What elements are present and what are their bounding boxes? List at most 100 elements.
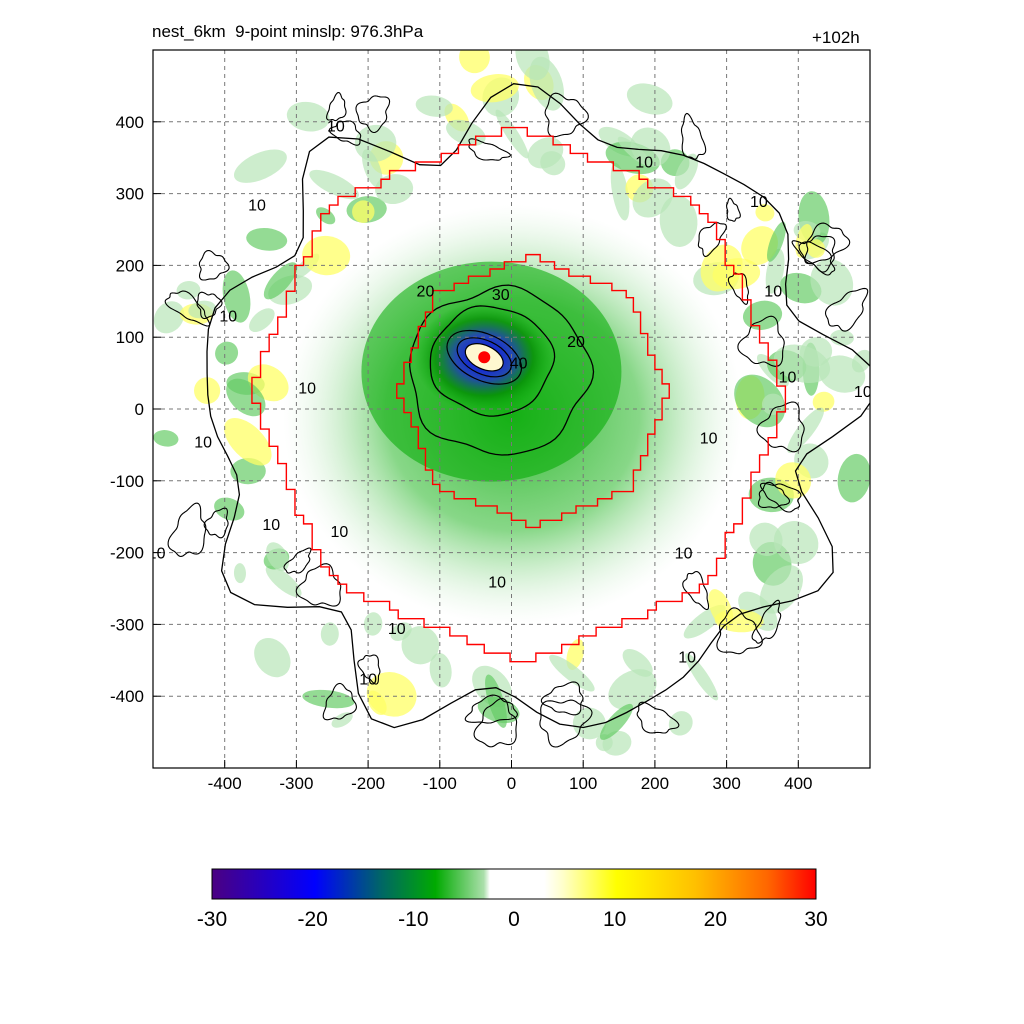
- contour-10-small: [824, 287, 869, 332]
- contour-label: 40: [510, 355, 528, 372]
- negative-anomaly-patch: [286, 101, 330, 132]
- negative-anomaly-patch: [626, 83, 673, 115]
- contour-10-small: [540, 681, 584, 716]
- colorbar-gradient: [211, 868, 817, 900]
- contour-10-small: [757, 481, 791, 509]
- negative-anomaly-patch: [659, 195, 698, 247]
- core-contour: [456, 337, 512, 378]
- contour-label: 10: [488, 574, 506, 591]
- x-axis: -400 -300 -200 -100 0 100 200 300 400: [208, 760, 812, 793]
- negative-anomaly-patch: [176, 281, 201, 300]
- contour-label: 10: [219, 309, 237, 326]
- negative-anomaly-patch: [246, 227, 288, 251]
- negative-anomaly-patch: [674, 153, 699, 190]
- negative-anomaly-patch: [515, 50, 550, 81]
- contour-10-small: [468, 138, 511, 161]
- contour-labels: 10 10 10 10 10 10 10 10 10 10 10 10 10 10 10 10 10 10 10 20…: [148, 118, 870, 688]
- contour-10-small: [804, 222, 851, 265]
- negative-anomaly-patch: [233, 149, 287, 183]
- contour-10-small: [196, 291, 223, 320]
- colorbar-ticks: -30 -20 -10 0 10 20 30: [197, 908, 828, 931]
- negative-anomaly-patch: [738, 591, 778, 631]
- negative-anomaly-patch: [316, 207, 336, 225]
- positive-anomaly-patch: [812, 391, 835, 412]
- contour-label: 10: [359, 671, 377, 688]
- contour-10-small: [716, 607, 763, 655]
- negative-anomaly-patch: [610, 162, 630, 221]
- negative-anomaly-patch: [477, 696, 520, 724]
- contour-10-small: [751, 599, 782, 644]
- storm-center-marker: [478, 351, 491, 364]
- y-axis: 400 300 200 100 0 -100 -200 -300 -400: [110, 113, 161, 706]
- contour-10-small: [737, 315, 785, 367]
- negative-anomaly-patch: [375, 174, 414, 205]
- contour-label: 10: [700, 431, 718, 448]
- negative-anomaly-patch: [254, 637, 291, 678]
- negative-anomaly-patch: [265, 565, 302, 598]
- colorbar: -30 -20 -10 0 10 20 30: [197, 868, 828, 931]
- contour-label: 10: [248, 197, 266, 214]
- contour-label: 10: [148, 546, 166, 563]
- colorbar-tick-label: -30: [197, 908, 227, 931]
- negative-anomaly-patch: [818, 355, 866, 393]
- contour-label: 10: [298, 380, 316, 397]
- contour-label: 10: [327, 118, 345, 135]
- negative-anomaly-patch: [773, 344, 831, 384]
- negative-anomaly-patch: [263, 262, 298, 300]
- x-tick-label: 300: [712, 774, 740, 793]
- positive-anomaly-patch: [700, 244, 743, 292]
- colorbar-tick-label: 20: [704, 908, 727, 931]
- contour-10-small: [198, 250, 230, 281]
- contour-lines: [164, 83, 870, 748]
- y-tick-label: -400: [110, 687, 144, 706]
- x-tick-label: 200: [641, 774, 669, 793]
- negative-anomaly-patch: [233, 563, 246, 584]
- negative-anomaly-patch: [226, 378, 266, 417]
- negative-anomaly-patch: [302, 689, 355, 709]
- positive-anomaly-patch: [366, 672, 417, 717]
- contour-10-small: [697, 222, 727, 257]
- negative-anomaly-patch: [495, 109, 529, 159]
- contour-10-small: [759, 482, 802, 513]
- outer-nest-boundary: [251, 126, 787, 663]
- negative-anomaly-patch: [215, 341, 239, 365]
- contour-10-small: [203, 507, 229, 539]
- positive-anomaly-patch: [459, 50, 490, 74]
- contour-10-small: [283, 547, 312, 574]
- contour-label: 10: [388, 621, 406, 638]
- y-tick-label: 200: [116, 256, 144, 275]
- negative-anomaly-patch: [749, 522, 783, 556]
- contour-10-small: [164, 290, 211, 327]
- negative-anomaly-patch: [331, 712, 353, 728]
- negative-anomaly-patch: [761, 393, 784, 415]
- shading-layer: [153, 50, 870, 756]
- contour-10-small: [680, 112, 707, 160]
- contour-10-small: [727, 272, 749, 305]
- contour-10-small: [328, 120, 362, 146]
- x-tick-label: 100: [569, 774, 597, 793]
- contour-30: [429, 305, 556, 417]
- negative-anomaly-patch: [266, 542, 289, 572]
- core-contour: [446, 329, 523, 385]
- negative-anomaly-patch: [222, 270, 251, 323]
- negative-anomaly-patch: [810, 259, 854, 306]
- contour-label: 10: [779, 370, 797, 387]
- negative-anomaly-patch: [354, 124, 397, 162]
- contour-10-small: [791, 240, 836, 276]
- storm-center-layer: [478, 351, 491, 364]
- contour-10-small: [357, 654, 381, 685]
- nest-domain-outline: [251, 126, 787, 663]
- x-tick-label: -400: [208, 774, 242, 793]
- y-tick-label: 100: [116, 328, 144, 347]
- negative-anomaly-patch: [767, 221, 786, 262]
- positive-anomaly-patch: [566, 638, 585, 670]
- negative-anomaly-patch: [759, 565, 803, 614]
- y-tick-label: -100: [110, 472, 144, 491]
- negative-anomaly-patch: [540, 151, 566, 176]
- positive-anomaly-patch: [470, 74, 519, 103]
- positive-anomaly-patch: [352, 200, 375, 223]
- negative-anomaly-patch: [742, 300, 783, 330]
- negative-anomaly-patch: [773, 521, 819, 565]
- positive-anomaly-patch: [755, 204, 775, 222]
